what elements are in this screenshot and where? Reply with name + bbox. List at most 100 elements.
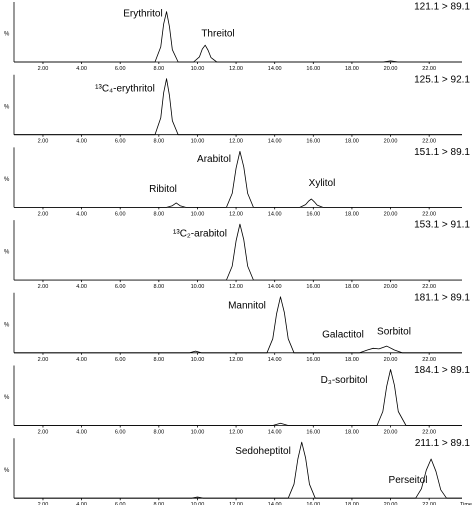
peak-label: Sedoheptitol (235, 446, 291, 457)
x-tick-label: 10.00 (191, 502, 205, 505)
trace (14, 223, 462, 281)
x-tick-label: 12.00 (229, 211, 243, 217)
trace (14, 296, 462, 354)
x-tick-label: 14.00 (268, 139, 282, 145)
x-tick-label: 22.00 (422, 429, 436, 435)
x-tick-label: 14.00 (268, 357, 282, 363)
panel-title: 153.1 > 91.1 (414, 220, 470, 231)
x-tick-label: 12.00 (229, 139, 243, 145)
x-tick-label: 8.00 (153, 284, 164, 290)
y-axis-label: % (4, 395, 10, 401)
x-tick-label: 22.00 (422, 139, 436, 145)
x-tick-label: 4.00 (76, 502, 87, 505)
x-tick-label: 18.00 (345, 211, 359, 217)
x-tick-label: 10.00 (191, 211, 205, 217)
x-tick-label: 6.00 (115, 502, 126, 505)
x-tick-label: 10.00 (191, 284, 205, 290)
peak-label: Galactitol (322, 329, 364, 340)
panel-title: 125.1 > 92.1 (414, 74, 470, 85)
x-tick-label: 14.00 (268, 211, 282, 217)
x-tick-label: 16.00 (306, 502, 320, 505)
x-tick-label: 10.00 (191, 429, 205, 435)
y-axis-label: % (4, 177, 10, 183)
x-tick-label: 8.00 (153, 429, 164, 435)
x-tick-label: 4.00 (76, 429, 87, 435)
x-tick-label: 18.00 (345, 66, 359, 72)
trace (14, 441, 462, 499)
x-tick-label: 2.00 (38, 139, 49, 145)
x-tick-label: 4.00 (76, 66, 87, 72)
x-tick-label: 4.00 (76, 211, 87, 217)
x-tick-label: 8.00 (153, 66, 164, 72)
peak-label: Arabitol (197, 154, 231, 165)
x-tick-label: 20.00 (384, 429, 398, 435)
x-tick-label: 10.00 (191, 357, 205, 363)
panel-title: 121.1 > 89.1 (414, 2, 470, 13)
x-tick-label: 16.00 (306, 284, 320, 290)
x-tick-label: 12.00 (229, 66, 243, 72)
y-axis-label: % (4, 468, 10, 474)
x-tick-label: 14.00 (268, 66, 282, 72)
x-tick-label: 2.00 (38, 284, 49, 290)
peak-label: D₃-sorbitol (321, 375, 368, 386)
x-tick-label: 14.00 (268, 429, 282, 435)
x-tick-label: 6.00 (115, 211, 126, 217)
x-tick-label: 20.00 (384, 211, 398, 217)
x-tick-label: 22.00 (422, 502, 436, 505)
x-tick-label: 14.00 (268, 284, 282, 290)
x-tick-label: 16.00 (306, 139, 320, 145)
x-tick-label: 4.00 (76, 284, 87, 290)
peak-label: ¹³C₂-arabitol (173, 229, 227, 240)
x-tick-label: 22.00 (422, 211, 436, 217)
x-tick-label: 4.00 (76, 357, 87, 363)
trace (14, 369, 462, 426)
trace (14, 78, 462, 136)
trace (14, 11, 462, 63)
peak-label: Perseitol (389, 475, 428, 486)
x-tick-label: 10.00 (191, 139, 205, 145)
panel-title: 211.1 > 89.1 (415, 438, 471, 449)
x-tick-label: 6.00 (115, 139, 126, 145)
x-tick-label: 6.00 (115, 429, 126, 435)
peak-label: Threitol (201, 29, 234, 40)
x-tick-label: 18.00 (345, 139, 359, 145)
peak-label: Ribitol (149, 184, 177, 195)
y-axis-label: % (4, 32, 10, 38)
panel-title: 181.1 > 89.1 (414, 292, 470, 303)
y-axis-label: % (4, 322, 10, 328)
x-tick-label: 18.00 (345, 357, 359, 363)
panel-title: 151.1 > 89.1 (414, 147, 470, 158)
y-axis-label: % (4, 104, 10, 110)
peak-label: Mannitol (228, 300, 266, 311)
x-tick-label: 20.00 (384, 357, 398, 363)
trace (14, 151, 462, 208)
x-tick-label: 20.00 (384, 284, 398, 290)
x-tick-label: 18.00 (345, 502, 359, 505)
peak-label: Xylitol (309, 178, 336, 189)
x-tick-label: 8.00 (153, 502, 164, 505)
x-tick-label: 16.00 (306, 429, 320, 435)
x-tick-label: 22.00 (422, 357, 436, 363)
x-tick-label: 8.00 (153, 211, 164, 217)
x-tick-label: 4.00 (76, 139, 87, 145)
x-tick-label: 2.00 (38, 66, 49, 72)
x-tick-label: 2.00 (38, 357, 49, 363)
peak-label: Erythritol (123, 9, 162, 20)
x-tick-label: 12.00 (229, 284, 243, 290)
x-tick-label: 18.00 (345, 284, 359, 290)
x-tick-label: 20.00 (384, 139, 398, 145)
x-tick-label: 22.00 (422, 66, 436, 72)
x-tick-label: 20.00 (384, 66, 398, 72)
x-tick-label: 22.00 (422, 284, 436, 290)
x-tick-label: 12.00 (229, 357, 243, 363)
x-tick-label: 6.00 (115, 284, 126, 290)
x-tick-label: 12.00 (229, 502, 243, 505)
x-tick-label: 16.00 (306, 66, 320, 72)
x-tick-label: 2.00 (38, 502, 49, 505)
x-tick-label: 8.00 (153, 139, 164, 145)
peak-label: Sorbitol (377, 326, 411, 337)
y-axis-label: % (4, 250, 10, 256)
x-tick-label: 2.00 (38, 429, 49, 435)
x-tick-label: 18.00 (345, 429, 359, 435)
